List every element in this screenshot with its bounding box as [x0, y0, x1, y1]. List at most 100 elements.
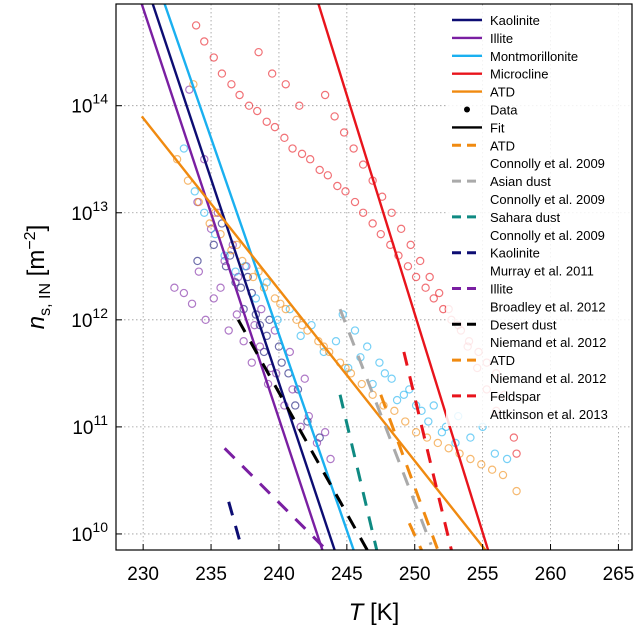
data-point-atd: [512, 486, 521, 496]
data-point-microcline: [281, 80, 290, 89]
y-tick-base: 10: [71, 525, 92, 546]
data-point-atd: [319, 342, 328, 351]
x-tick-label: 250: [399, 564, 431, 585]
legend-label: Connolly et al. 2009: [490, 228, 605, 243]
x-ticks: 230 235 240 245 250 255 260 265: [127, 544, 634, 585]
data-point-montmorillonite: [387, 374, 396, 383]
data-point-microcline: [358, 160, 368, 169]
data-point-illite: [247, 358, 256, 367]
data-point-atd: [297, 320, 307, 330]
y-tick-label: 1011: [72, 412, 108, 439]
data-point-montmorillonite: [380, 369, 390, 378]
data-point-illite: [285, 347, 295, 357]
x-tick-label: 260: [535, 564, 567, 585]
legend-label: Illite: [490, 31, 513, 46]
data-point-illite: [239, 337, 248, 346]
fit-line-montmorillonite: [163, 4, 355, 550]
data-point-montmorillonite: [331, 337, 341, 346]
literature-lines: [223, 308, 453, 550]
legend-label: Connolly et al. 2009: [490, 156, 605, 171]
legend-background: [446, 6, 630, 426]
data-point-microcline: [267, 69, 277, 78]
data-point-illite: [224, 326, 233, 335]
data-point-kaolinite: [291, 401, 300, 410]
data-point-microcline: [280, 133, 289, 143]
data-point-microcline: [227, 80, 236, 89]
data-point-atd: [487, 465, 497, 474]
data-point-atd: [357, 379, 366, 389]
data-point-microcline: [406, 240, 415, 250]
literature-line: [407, 522, 423, 550]
data-point-microcline: [235, 90, 244, 100]
y-tick-label: 1012: [71, 305, 108, 332]
data-point-microcline: [415, 256, 425, 266]
data-point-illite: [170, 283, 179, 292]
data-point-montmorillonite: [179, 144, 189, 153]
data-point-microcline: [254, 47, 263, 57]
data-point-illite: [201, 315, 210, 325]
data-point-microcline: [209, 53, 218, 62]
x-axis-label-var: T: [349, 599, 366, 626]
legend-label: Illite: [490, 282, 513, 297]
legend-label: ATD: [490, 353, 515, 368]
data-point-montmorillonite: [350, 326, 360, 335]
fit-line-kaolinite: [151, 4, 336, 550]
literature-line: [236, 319, 369, 550]
y-tick-exponent: 13: [92, 198, 108, 214]
data-point-atd: [270, 294, 280, 303]
x-axis-label-unit: [K]: [363, 599, 399, 626]
fit-lines: [140, 4, 490, 550]
data-point-illite: [288, 385, 297, 394]
y-axis-label-unit-open: [m: [23, 250, 50, 283]
literature-line: [338, 394, 379, 550]
data-point-montmorillonite: [437, 428, 447, 437]
legend-label: Fit: [490, 120, 505, 135]
data-point-atd: [368, 390, 377, 399]
data-point-microcline: [434, 288, 444, 298]
literature-line: [402, 351, 453, 550]
data-point-montmorillonite: [429, 401, 438, 410]
data-point-illite: [250, 320, 259, 330]
data-point-microcline: [333, 181, 342, 191]
literature-line: [379, 394, 440, 550]
y-tick-base: 10: [72, 418, 93, 439]
data-point-montmorillonite: [466, 433, 475, 442]
y-axis-label-sup: −2: [22, 231, 39, 249]
data-point-montmorillonite: [363, 342, 372, 351]
y-axis-label: ns, IN [m−2]: [22, 225, 54, 330]
data-point-microcline: [349, 144, 358, 153]
data-point-microcline: [368, 219, 377, 228]
x-tick-label: 240: [263, 564, 295, 585]
data-point-atd: [346, 369, 356, 378]
data-point-atd: [292, 315, 301, 325]
data-point-illite: [179, 288, 189, 298]
legend-label: Data: [490, 103, 518, 118]
data-point-atd: [411, 428, 421, 437]
data-point-montmorillonite: [375, 358, 384, 367]
data-point-microcline: [403, 262, 413, 271]
data-point-illite: [194, 267, 204, 276]
data-point-atd: [498, 470, 508, 480]
y-tick-exponent: 11: [93, 412, 108, 428]
y-tick-label: 1014: [71, 91, 108, 118]
data-point-atd: [433, 438, 443, 448]
fit-line-microcline: [317, 4, 490, 550]
x-axis-label: T [K]: [349, 599, 400, 626]
legend-label: Microcline: [490, 67, 549, 82]
data-point-montmorillonite: [296, 331, 305, 341]
legend-label: Kaolinite: [490, 246, 540, 261]
legend-label: Sahara dust: [490, 210, 560, 225]
data-point-microcline: [429, 294, 438, 303]
data-point-montmorillonite: [392, 395, 402, 405]
data-point-kaolinite: [277, 358, 286, 367]
data-point-illite: [209, 294, 218, 303]
x-tick-label: 255: [467, 564, 499, 585]
data-point-illite: [320, 428, 330, 437]
data-point-atd: [281, 304, 290, 314]
data-point-illite: [255, 342, 265, 351]
data-point-microcline: [396, 224, 406, 234]
x-tick-label: 245: [331, 564, 363, 585]
y-tick-exponent: 10: [92, 519, 108, 535]
data-point-microcline: [320, 90, 330, 100]
